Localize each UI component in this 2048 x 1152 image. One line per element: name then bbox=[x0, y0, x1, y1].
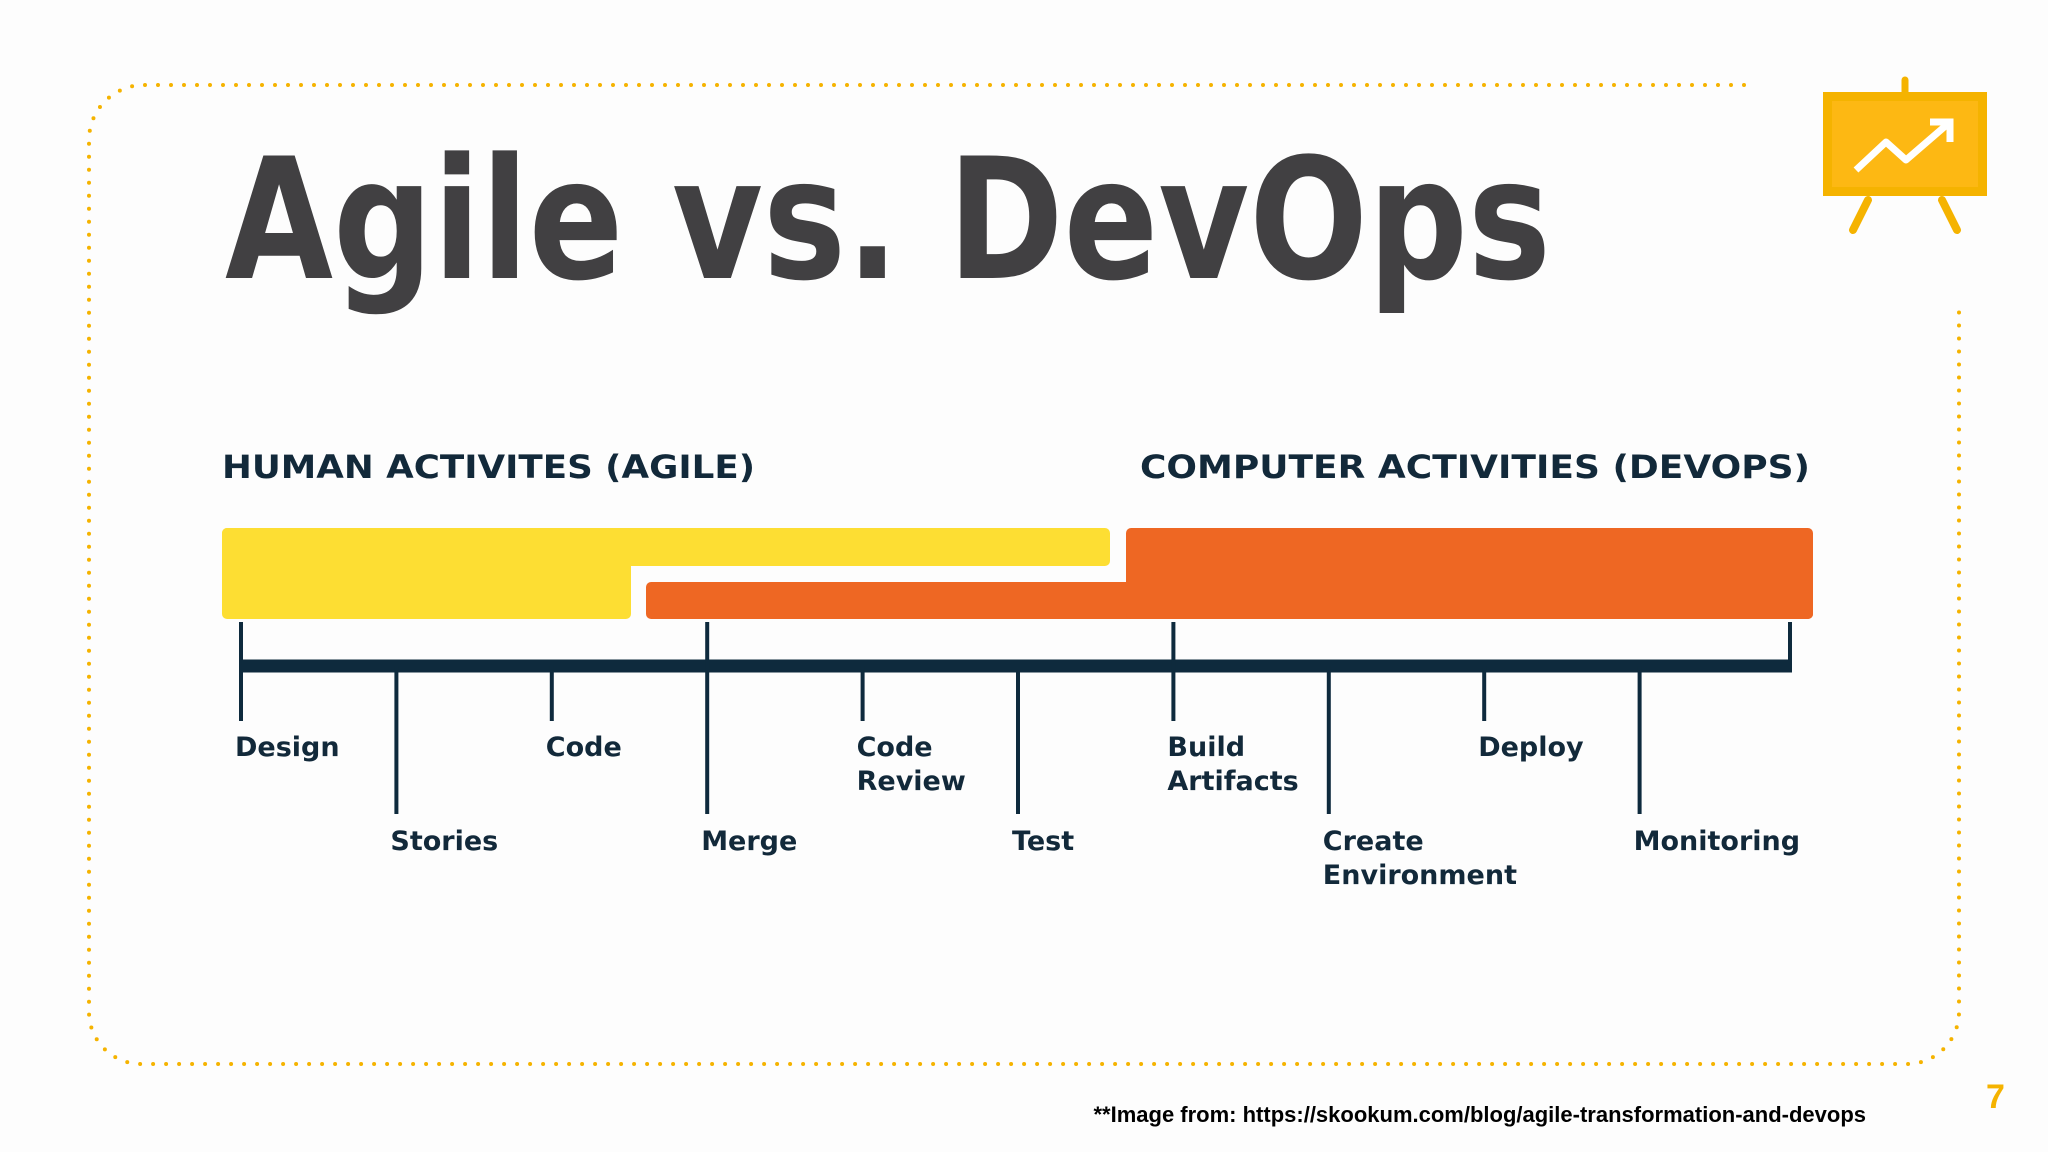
section-label: COMPUTER ACTIVITIES (DEVOPS) bbox=[1140, 448, 1810, 486]
step-label: Create bbox=[1323, 826, 1424, 857]
step-label: Design bbox=[235, 732, 340, 763]
step-label: Build bbox=[1167, 732, 1245, 763]
step-label: Monitoring bbox=[1634, 826, 1800, 857]
step-label: Merge bbox=[701, 826, 797, 857]
step-label: Stories bbox=[390, 826, 498, 857]
timeline: DesignStoriesCodeMergeCodeReviewTestBuil… bbox=[235, 622, 1800, 891]
step-label: Review bbox=[857, 766, 966, 797]
activity-bars bbox=[222, 528, 1813, 619]
presentation-icon bbox=[1823, 76, 1987, 234]
step-label: Deploy bbox=[1478, 732, 1584, 763]
step-label: Code bbox=[546, 732, 622, 763]
dotted-frame bbox=[87, 83, 1961, 1066]
step-label: Artifacts bbox=[1167, 766, 1298, 797]
devops-bar bbox=[1126, 528, 1813, 619]
section-label: HUMAN ACTIVITES (AGILE) bbox=[222, 448, 755, 486]
step-label: Environment bbox=[1323, 860, 1517, 891]
agile-bar bbox=[222, 528, 631, 619]
page-number: 7 bbox=[1986, 1078, 2005, 1116]
step-label: Code bbox=[857, 732, 933, 763]
footnote: **Image from: https://skookum.com/blog/a… bbox=[1093, 1102, 1866, 1127]
slide-title: Agile vs. DevOps bbox=[225, 122, 1551, 318]
step-label: Test bbox=[1012, 826, 1074, 857]
